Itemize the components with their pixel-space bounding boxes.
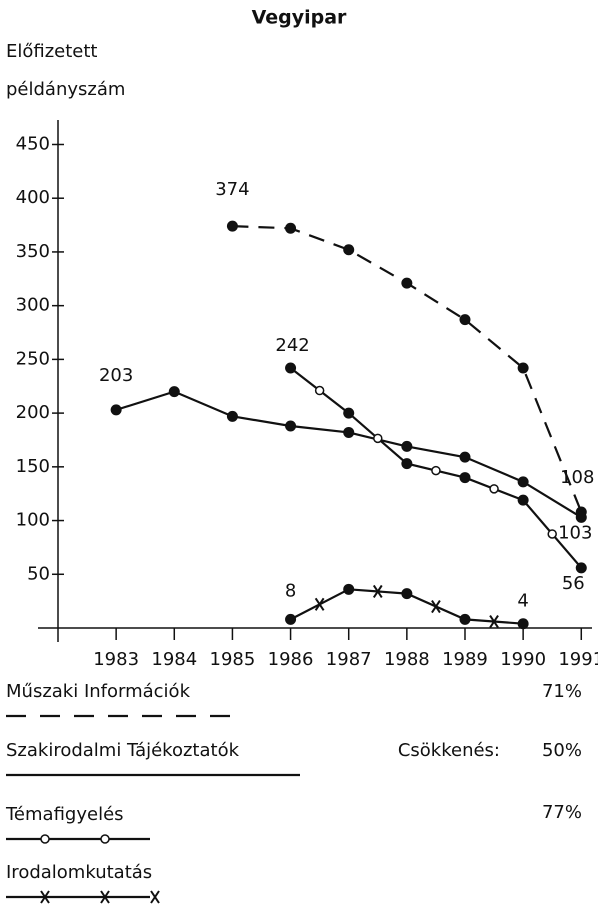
y-tick-label: 300 bbox=[16, 295, 50, 316]
annotation: 50% bbox=[542, 740, 582, 761]
data-point bbox=[517, 618, 529, 630]
legend-label: Műszaki Információk bbox=[6, 681, 191, 702]
data-point bbox=[575, 511, 587, 523]
line-decoration bbox=[547, 529, 557, 539]
data-point bbox=[459, 472, 471, 484]
legend-label: Témafigyelés bbox=[5, 804, 124, 825]
x-tick-label: 1987 bbox=[326, 649, 372, 670]
data-label: 56 bbox=[562, 573, 585, 594]
line-decoration bbox=[40, 834, 50, 844]
data-point bbox=[401, 458, 413, 470]
data-point bbox=[226, 220, 238, 232]
line-decoration bbox=[373, 433, 383, 444]
line-decoration bbox=[40, 890, 50, 904]
data-point bbox=[517, 494, 529, 506]
x-tick-label: 1986 bbox=[268, 649, 314, 670]
data-point bbox=[343, 583, 355, 595]
x-tick-label: 1989 bbox=[442, 649, 488, 670]
data-label: 203 bbox=[99, 365, 133, 386]
line-decoration bbox=[431, 465, 441, 476]
annotation: 71% bbox=[542, 681, 582, 702]
data-point bbox=[285, 362, 297, 374]
x-tick-label: 1991 bbox=[558, 649, 598, 670]
line-decoration bbox=[489, 614, 499, 629]
y-tick-label: 200 bbox=[16, 402, 50, 423]
data-point bbox=[343, 426, 355, 438]
data-label: 103 bbox=[558, 522, 592, 543]
annotation: 77% bbox=[542, 802, 582, 823]
y-tick-label: 50 bbox=[27, 563, 50, 584]
data-point bbox=[517, 476, 529, 488]
line-decoration bbox=[314, 597, 325, 611]
y-tick-label: 450 bbox=[16, 133, 50, 154]
data-label: 8 bbox=[285, 580, 296, 601]
x-tick-label: 1984 bbox=[151, 649, 197, 670]
x-tick-label: 1988 bbox=[384, 649, 430, 670]
y-tick-label: 100 bbox=[16, 510, 50, 531]
data-point bbox=[285, 420, 297, 432]
y-tick-label: 400 bbox=[16, 187, 50, 208]
line-decoration bbox=[431, 599, 441, 614]
data-point bbox=[285, 613, 297, 625]
data-point bbox=[343, 407, 355, 419]
data-point bbox=[110, 404, 122, 416]
legend-label: Szakirodalmi Tájékoztatók bbox=[6, 740, 240, 761]
data-label: 374 bbox=[215, 179, 249, 200]
data-point bbox=[459, 613, 471, 625]
data-point bbox=[459, 314, 471, 326]
line-decoration bbox=[314, 385, 325, 396]
data-point bbox=[343, 244, 355, 256]
annotation: Csökkenés: bbox=[398, 740, 500, 761]
line-decoration bbox=[100, 834, 110, 844]
data-point bbox=[517, 362, 529, 374]
data-point bbox=[401, 440, 413, 452]
data-point bbox=[168, 386, 180, 398]
data-label: 4 bbox=[517, 591, 528, 612]
data-point bbox=[401, 588, 413, 600]
data-label: 108 bbox=[560, 467, 594, 488]
y-tick-label: 150 bbox=[16, 456, 50, 477]
line-decoration bbox=[100, 890, 110, 904]
data-point bbox=[575, 562, 587, 574]
x-tick-label: 1983 bbox=[93, 649, 139, 670]
line-decoration bbox=[489, 484, 499, 494]
data-point bbox=[459, 451, 471, 463]
y-axis-label: Előfizetett bbox=[6, 41, 98, 62]
data-point bbox=[401, 277, 413, 289]
x-tick-label: 1990 bbox=[500, 649, 546, 670]
data-point bbox=[285, 222, 297, 234]
x-tick-label: 1985 bbox=[210, 649, 256, 670]
legend-label: Irodalomkutatás bbox=[6, 862, 152, 883]
data-point bbox=[226, 410, 238, 422]
line-decoration bbox=[372, 584, 383, 599]
line-decoration bbox=[150, 890, 160, 904]
y-axis-label: példányszám bbox=[6, 79, 125, 100]
y-tick-label: 350 bbox=[16, 241, 50, 262]
chart-title: Vegyipar bbox=[252, 7, 347, 29]
data-label: 242 bbox=[275, 335, 309, 356]
y-tick-label: 250 bbox=[16, 348, 50, 369]
